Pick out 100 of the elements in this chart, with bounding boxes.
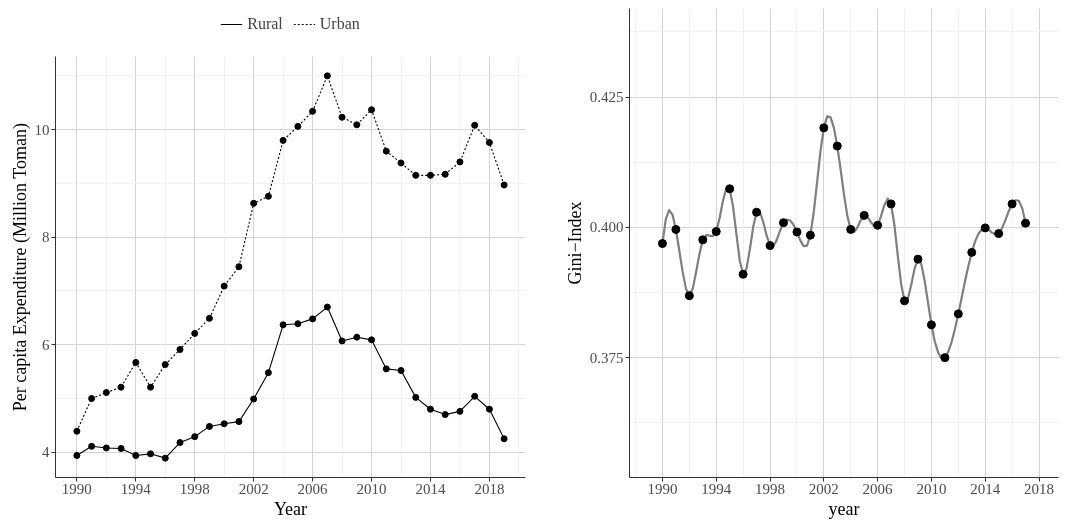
point bbox=[73, 427, 81, 435]
point bbox=[426, 405, 434, 413]
point bbox=[994, 229, 1004, 239]
point bbox=[500, 181, 508, 189]
point bbox=[191, 433, 199, 441]
point bbox=[980, 223, 990, 233]
point bbox=[102, 389, 110, 397]
point bbox=[832, 141, 842, 151]
point bbox=[73, 451, 81, 459]
point bbox=[967, 247, 977, 257]
point bbox=[485, 139, 493, 147]
point bbox=[368, 336, 376, 344]
point bbox=[1007, 199, 1017, 209]
point bbox=[441, 411, 449, 419]
point bbox=[309, 315, 317, 323]
point bbox=[926, 320, 936, 330]
point bbox=[264, 192, 272, 200]
point bbox=[132, 451, 140, 459]
point bbox=[752, 207, 762, 217]
legend-label: Rural bbox=[247, 15, 283, 33]
point bbox=[397, 159, 405, 167]
point bbox=[102, 444, 110, 452]
point bbox=[205, 422, 213, 430]
point bbox=[900, 296, 910, 306]
point bbox=[191, 329, 199, 337]
point bbox=[711, 227, 721, 237]
point bbox=[132, 358, 140, 366]
point bbox=[205, 314, 213, 322]
x-tick-label: 1994 bbox=[120, 480, 152, 497]
point bbox=[873, 220, 883, 230]
point bbox=[220, 282, 228, 290]
point bbox=[220, 420, 228, 428]
point bbox=[88, 394, 96, 402]
x-tick-label: 2018 bbox=[474, 480, 505, 497]
point bbox=[684, 291, 694, 301]
point bbox=[426, 171, 434, 179]
point bbox=[441, 170, 449, 178]
point bbox=[250, 395, 258, 403]
point bbox=[117, 444, 125, 452]
point bbox=[235, 418, 243, 426]
y-tick-label: 0.375 bbox=[589, 349, 624, 366]
point bbox=[368, 106, 376, 114]
point bbox=[819, 123, 829, 133]
point bbox=[913, 254, 923, 264]
point bbox=[161, 361, 169, 369]
point bbox=[456, 158, 464, 166]
y-tick-label: 6 bbox=[42, 336, 50, 353]
point bbox=[792, 227, 802, 237]
point bbox=[886, 199, 896, 209]
point bbox=[765, 241, 775, 251]
x-tick-label: 1998 bbox=[179, 480, 210, 497]
point bbox=[859, 210, 869, 220]
x-tick-label: 2002 bbox=[238, 480, 269, 497]
point bbox=[235, 263, 243, 271]
point bbox=[657, 239, 667, 249]
point bbox=[353, 333, 361, 341]
point bbox=[117, 383, 125, 391]
x-tick-label: 2018 bbox=[1024, 480, 1054, 497]
point bbox=[1021, 218, 1031, 228]
point bbox=[412, 171, 420, 179]
point bbox=[323, 72, 331, 80]
point bbox=[412, 393, 420, 401]
point bbox=[671, 224, 681, 234]
point bbox=[353, 121, 361, 129]
x-tick-label: 1990 bbox=[61, 480, 92, 497]
point bbox=[940, 353, 950, 363]
y-axis-title: Per capita Expenditure (Million Toman) bbox=[9, 122, 31, 412]
x-tick-label: 2002 bbox=[808, 480, 839, 497]
point bbox=[279, 321, 287, 329]
x-tick-label: 2010 bbox=[356, 480, 387, 497]
legend-label: Urban bbox=[319, 15, 360, 33]
point bbox=[279, 136, 287, 144]
point bbox=[323, 303, 331, 311]
point bbox=[846, 224, 856, 234]
x-tick-label: 2006 bbox=[297, 480, 329, 497]
point bbox=[176, 439, 184, 447]
x-tick-label: 2010 bbox=[916, 480, 947, 497]
point bbox=[338, 113, 346, 121]
point bbox=[397, 367, 405, 374]
point bbox=[778, 218, 788, 228]
point bbox=[805, 230, 815, 240]
point bbox=[176, 346, 184, 354]
x-axis-title: year bbox=[828, 498, 860, 519]
point bbox=[309, 107, 317, 115]
point bbox=[294, 122, 302, 130]
point bbox=[698, 235, 708, 245]
point bbox=[382, 365, 390, 373]
point bbox=[250, 199, 258, 207]
point bbox=[382, 147, 390, 155]
point bbox=[456, 407, 464, 415]
y-tick-label: 0.400 bbox=[589, 219, 624, 236]
point bbox=[500, 435, 508, 443]
x-tick-label: 2014 bbox=[970, 480, 1001, 497]
y-tick-label: 4 bbox=[42, 444, 50, 461]
point bbox=[88, 442, 96, 450]
point bbox=[147, 383, 155, 391]
point bbox=[953, 309, 963, 319]
y-axis-title: Gini−Index bbox=[564, 201, 585, 285]
y-tick-label: 10 bbox=[34, 121, 50, 138]
point bbox=[485, 405, 493, 413]
